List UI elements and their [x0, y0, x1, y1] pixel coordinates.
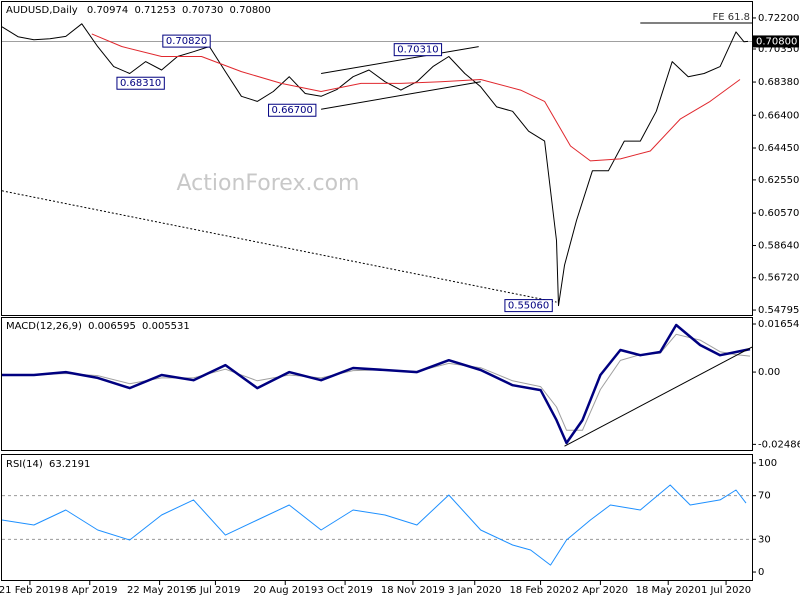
annotation-label: 0.68310 — [120, 78, 161, 89]
x-tick-label: 8 Apr 2019 — [62, 585, 117, 596]
y-tick-label: 0.68380 — [758, 77, 799, 88]
annotation-label: 0.70820 — [166, 36, 207, 47]
x-tick-label: 2 Apr 2020 — [573, 585, 628, 596]
y-tick-label: 0.56720 — [758, 273, 799, 284]
x-tick-label: 18 Feb 2020 — [509, 585, 571, 596]
y-tick-label: 0.64450 — [758, 143, 799, 154]
price-panel — [1, 1, 753, 316]
rsi-header: RSI(14) 63.2191 — [6, 459, 90, 470]
y-tick-label: 30 — [758, 534, 771, 545]
annotation-label: 0.70310 — [397, 45, 438, 56]
y-tick-label: 0.54795 — [758, 305, 799, 316]
fe-label: FE 61.8 — [712, 12, 750, 23]
x-tick-label: 3 Oct 2019 — [317, 585, 372, 596]
series-line — [321, 46, 479, 74]
last-price-label: 0.70800 — [756, 36, 797, 47]
annotation-box — [162, 34, 211, 48]
x-tick-label: 21 Feb 2019 — [0, 585, 61, 596]
y-tick-label: 0.62550 — [758, 175, 799, 186]
x-tick-label: 5 Jul 2019 — [190, 585, 240, 596]
y-tick-label: 0 — [758, 567, 764, 578]
annotation-label: 0.55060 — [508, 301, 549, 312]
x-tick-label: 18 Nov 2019 — [381, 585, 445, 596]
annotation-box — [393, 43, 443, 57]
rsi-panel — [1, 454, 753, 581]
y-tick-label: 0.72200 — [758, 13, 799, 24]
macd-header: MACD(12,26,9) 0.006595 0.005531 — [6, 321, 190, 332]
series-line — [1, 484, 747, 566]
series-line — [321, 81, 481, 110]
signal-value: 0.005531 — [142, 321, 190, 332]
macd-panel — [1, 317, 753, 451]
series-line — [1, 23, 749, 307]
open: 0.70974 — [87, 5, 128, 16]
x-tick-label: 3 Jan 2020 — [448, 585, 502, 596]
x-tick-label: 18 May 2020 — [636, 585, 701, 596]
y-tick-label: 0.58640 — [758, 241, 799, 252]
annotation-box — [504, 299, 553, 313]
y-tick-label: -0.02486 — [758, 439, 800, 450]
y-tick-label: 70 — [758, 491, 771, 502]
rsi-value: 63.2191 — [49, 459, 90, 470]
watermark: ActionForex.com — [177, 171, 360, 196]
series-line — [2, 323, 751, 445]
price-header: AUDUSD,Daily 0.70974 0.71253 0.70730 0.7… — [6, 5, 271, 16]
low: 0.70730 — [182, 5, 223, 16]
y-tick-label: 100 — [758, 458, 777, 469]
last-price-box — [753, 35, 799, 48]
series-line — [91, 33, 741, 162]
annotation-label: 0.66700 — [272, 105, 313, 116]
indicator-name: MACD(12,26,9) — [6, 321, 82, 332]
y-tick-label: 0.70350 — [758, 44, 799, 55]
series-line — [564, 346, 753, 447]
annotation-box — [268, 103, 317, 117]
indicator-name: RSI(14) — [6, 459, 43, 470]
x-tick-label: 1 Jul 2020 — [701, 585, 751, 596]
x-tick-label: 22 May 2019 — [127, 585, 192, 596]
y-tick-label: 0.01654 — [758, 319, 799, 330]
y-tick-label: 0.00 — [758, 367, 780, 378]
y-tick-label: 0.60570 — [758, 208, 799, 219]
close: 0.70800 — [230, 5, 271, 16]
high: 0.71253 — [134, 5, 175, 16]
x-tick-label: 20 Aug 2019 — [253, 585, 317, 596]
macd-value: 0.006595 — [88, 321, 136, 332]
annotation-box — [116, 76, 165, 90]
y-tick-label: 0.66400 — [758, 110, 799, 121]
symbol: AUDUSD,Daily — [6, 5, 78, 16]
